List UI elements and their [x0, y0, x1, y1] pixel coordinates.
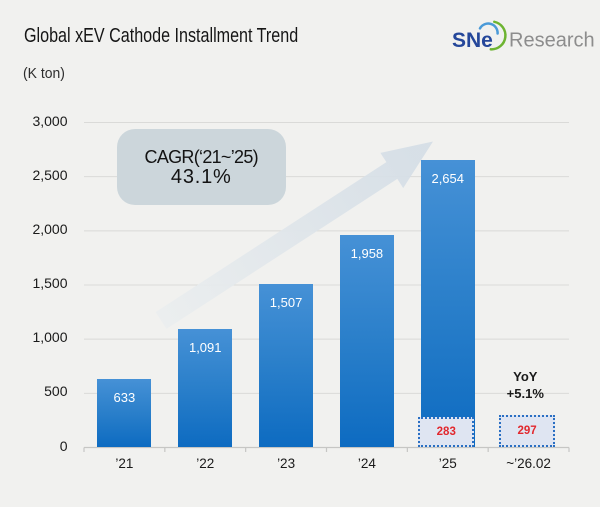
- bar-22: 1,091: [178, 329, 233, 448]
- cagr-line2: 43.1%: [170, 166, 232, 188]
- yoy-line1: YoY: [513, 369, 538, 384]
- logo-green-arc-icon: [489, 20, 507, 51]
- y-axis-tick-label: 500: [44, 383, 68, 400]
- bar-value-label: 633: [113, 389, 136, 405]
- x-axis-tick-label: ’21: [115, 456, 134, 471]
- highlight-box-283: 283: [418, 416, 475, 448]
- y-axis-tick-label: 2,500: [32, 166, 68, 183]
- cagr-annotation: CAGR(‘21~’25) 43.1%: [117, 129, 286, 205]
- yoy-annotation: YoY +5.1%: [475, 369, 575, 402]
- y-axis-tick-label: 2,000: [32, 220, 68, 237]
- x-axis-tick-label: ~’26.02: [506, 456, 551, 471]
- y-axis-tick-label: 3,000: [32, 112, 68, 129]
- sne-research-logo: SNe Research: [452, 20, 595, 52]
- x-axis-tick-label: ’22: [196, 456, 215, 471]
- bar-value-label: 1,958: [350, 246, 384, 262]
- cagr-line1: CAGR(‘21~’25): [144, 146, 259, 167]
- bar-25: 2,654: [420, 159, 475, 448]
- logo-sne-text: SNe: [452, 29, 493, 52]
- bar-value-label: 1,507: [269, 295, 303, 311]
- bar-value-label: 1,091: [188, 340, 222, 356]
- y-axis-tick-label: 1,000: [32, 329, 68, 346]
- page-title: Global xEV Cathode Installment Trend: [24, 25, 299, 47]
- bar-23: 1,507: [259, 284, 314, 448]
- y-axis-tick-label: 0: [59, 437, 68, 454]
- y-axis-tick-label: 1,500: [32, 275, 68, 291]
- yoy-line2: +5.1%: [506, 385, 544, 401]
- x-axis-tick-label: ’23: [277, 456, 296, 471]
- x-axis: [83, 446, 570, 452]
- trend-arrow-icon: [155, 141, 433, 329]
- bar-24: 1,958: [339, 235, 394, 448]
- bar-21: 633: [97, 378, 152, 448]
- logo-blue-arc-icon: [478, 22, 499, 35]
- x-axis-tick-label: ’24: [357, 456, 376, 471]
- x-axis-tick-label: ’25: [438, 456, 457, 471]
- logo-research-text: Research: [509, 30, 595, 52]
- highlight-box-297: 297: [499, 415, 556, 448]
- unit-label: (K ton): [23, 65, 65, 82]
- bar-value-label: 2,654: [431, 170, 465, 186]
